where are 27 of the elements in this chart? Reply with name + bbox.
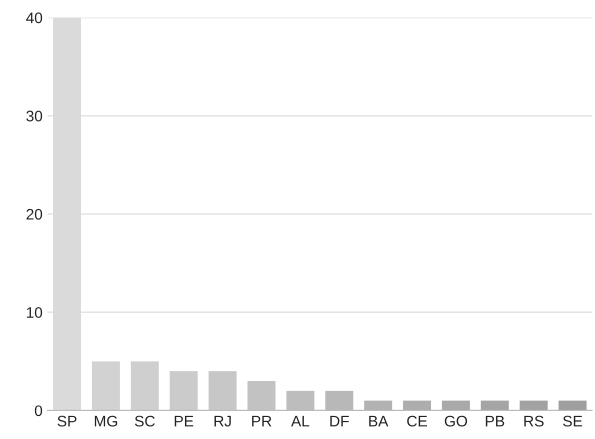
- y-tick-label: 10: [26, 307, 42, 318]
- x-tick-label: AL: [291, 416, 310, 426]
- x-tick-label: PB: [486, 416, 504, 426]
- bar: [558, 400, 587, 410]
- x-tick-label: PR: [252, 416, 272, 426]
- x-tick-label: BA: [369, 416, 388, 426]
- x-tick-label: RJ: [214, 416, 231, 427]
- y-tick-label: 20: [26, 208, 42, 220]
- bar: [170, 371, 198, 410]
- x-tick-label: SE: [563, 416, 582, 427]
- x-tick-label: CE: [407, 416, 427, 427]
- x-tick-label: DF: [330, 416, 349, 426]
- x-tick-label: RS: [524, 416, 544, 427]
- x-tick-label: SC: [134, 416, 155, 427]
- x-tick-label: GO: [444, 416, 468, 427]
- x-tick-label: PE: [174, 416, 194, 426]
- bar: [442, 400, 470, 410]
- y-tick-label: 40: [26, 12, 42, 24]
- bar: [130, 361, 159, 410]
- bar: [403, 400, 432, 410]
- y-tick-label: 0: [34, 405, 42, 416]
- x-tick-label: MG: [94, 416, 118, 427]
- bar: [480, 400, 509, 410]
- y-tick-label: 30: [26, 110, 42, 122]
- bar: [520, 400, 548, 410]
- x-tick-label: SP: [58, 416, 76, 427]
- bar: [92, 361, 120, 410]
